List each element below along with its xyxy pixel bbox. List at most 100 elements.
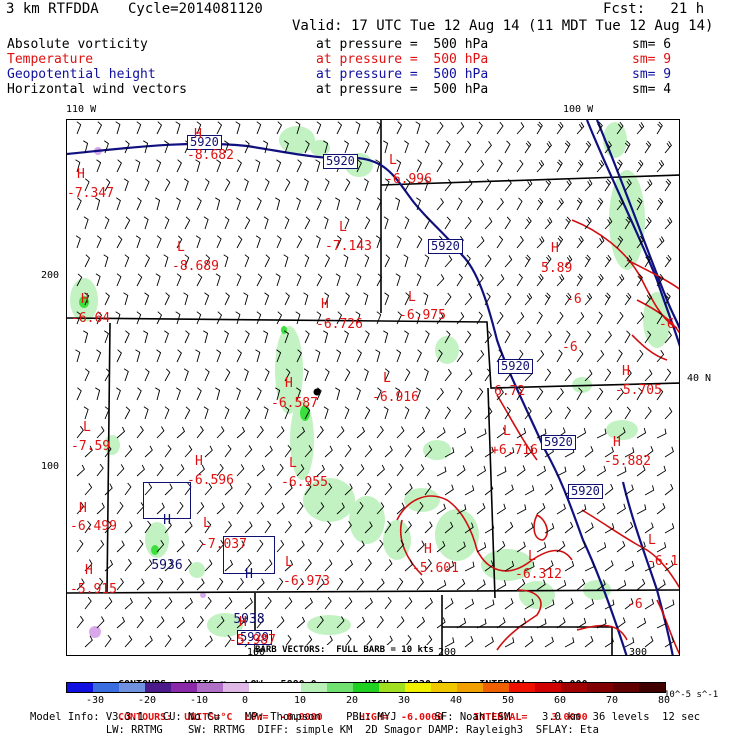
wind-barb [255, 235, 261, 249]
wind-barb [504, 521, 514, 534]
wind-barb [484, 407, 493, 420]
wind-barb [376, 578, 385, 591]
wind-barb [536, 160, 545, 173]
wind-barb [624, 368, 632, 382]
wind-barb [304, 254, 310, 268]
model-info-line2: LW: RRTMG SW: RRTMG DIFF: simple KM 2D S… [30, 724, 599, 736]
colorbar-cell [93, 683, 119, 692]
temp-marker: L [177, 240, 185, 255]
wind-barb [175, 311, 181, 325]
wind-barb [604, 178, 612, 192]
wind-barb [536, 311, 543, 325]
colorbar-cell [197, 683, 223, 692]
wind-barb [304, 521, 313, 534]
wind-barb [464, 636, 474, 648]
wind-barb [444, 484, 454, 496]
wind-barb [304, 482, 312, 496]
wind-barb [224, 216, 230, 230]
temp-label: -6.973 [283, 574, 330, 589]
temp-label: -6.312 [515, 567, 562, 582]
wind-barb [504, 484, 514, 496]
high-value: 5938 [233, 612, 265, 627]
wind-barb [96, 121, 103, 135]
wind-barb [604, 523, 615, 534]
wind-barb [136, 197, 142, 211]
wind-barb [444, 368, 452, 382]
colorbar-label: -20 [138, 695, 157, 706]
wind-barb [236, 464, 245, 477]
wind-barb [484, 217, 493, 230]
wind-barb [336, 235, 342, 249]
wind-barb [83, 330, 89, 344]
wind-barb [416, 197, 421, 211]
wind-barb [596, 618, 607, 629]
wind-barb [244, 445, 253, 458]
wind-barb [584, 254, 591, 268]
wind-barb [556, 311, 564, 325]
height-label: 5920 [541, 435, 576, 450]
wind-barb [644, 636, 654, 648]
grid-label-x300: 300 [629, 647, 648, 656]
wind-barb [243, 178, 249, 192]
wind-barb [596, 503, 606, 515]
wind-barb [544, 254, 552, 268]
wind-barb [564, 406, 571, 420]
temp-label: -6.64 [71, 311, 111, 326]
wind-barb [296, 349, 302, 363]
wind-barb [504, 330, 511, 344]
wind-barb [184, 597, 193, 610]
wind-barb [564, 368, 572, 382]
wind-barb [544, 523, 555, 534]
wind-barb [576, 541, 586, 553]
wind-barb [144, 292, 150, 306]
height-label: 5920 [187, 135, 222, 150]
wind-barb [156, 502, 165, 515]
colorbar-label: 10 [294, 695, 307, 706]
wind-barb [104, 178, 111, 192]
wind-barb [304, 445, 313, 458]
wind-barb [444, 598, 454, 610]
wind-barb [84, 254, 91, 268]
height-label: 5920 [237, 630, 272, 645]
wind-barb [264, 596, 272, 610]
wind-barb [144, 368, 150, 382]
wind-barb [444, 140, 451, 154]
wind-barb [524, 216, 532, 230]
wind-barb [404, 368, 411, 382]
wind-barb [255, 349, 261, 363]
wind-barb [235, 121, 241, 135]
wind-barb [176, 540, 185, 553]
wind-barb [404, 178, 411, 192]
wind-barb [624, 330, 631, 344]
wind-barb [363, 292, 369, 306]
wind-barb [116, 501, 124, 515]
wind-barb [216, 502, 225, 515]
wind-barb [144, 445, 153, 458]
wind-barb [156, 159, 162, 173]
valid-time: Valid: 17 UTC Tue 12 Aug 14 (11 MDT Tue … [292, 18, 714, 34]
wind-barb [344, 216, 350, 230]
wind-barb [644, 293, 653, 306]
wind-barb [384, 635, 393, 648]
wind-barb [456, 387, 463, 401]
wind-barb [604, 407, 613, 420]
wind-barb [476, 465, 487, 477]
wind-barb [256, 387, 262, 401]
wind-barb [456, 159, 464, 173]
wind-barb [524, 293, 533, 306]
wind-barb [364, 597, 373, 610]
cycle-label: Cycle=2014081120 [128, 1, 263, 17]
wind-barb [324, 445, 333, 458]
wind-barb [176, 501, 184, 515]
wind-barb [144, 178, 150, 192]
wind-barb [116, 197, 121, 211]
wind-barb [636, 504, 647, 515]
field-sm-height: sm= 9 [632, 67, 672, 82]
wind-barb [383, 406, 389, 420]
wind-barb [264, 559, 273, 572]
wind-barb [296, 197, 301, 211]
wind-barb [336, 540, 345, 553]
wind-barb [256, 311, 262, 325]
wind-barb [164, 634, 172, 648]
wind-barb [204, 596, 212, 610]
